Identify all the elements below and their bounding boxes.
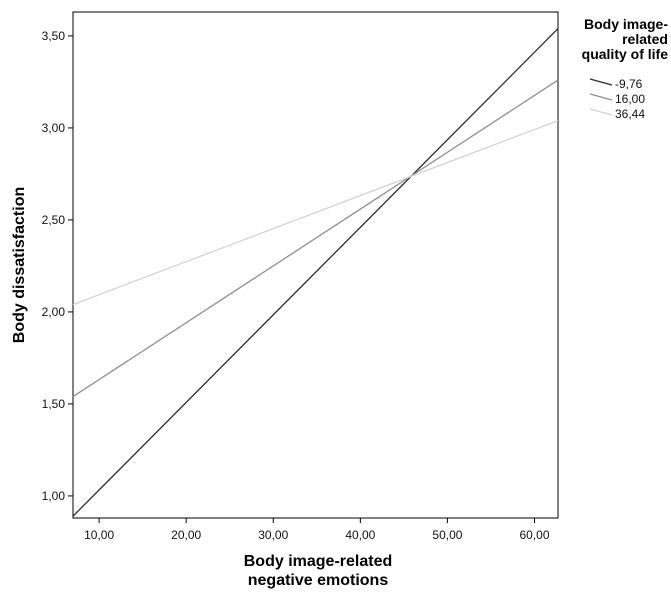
x-tick-label: 60,00 — [519, 528, 549, 542]
y-axis-title: Body dissatisfaction — [11, 187, 28, 343]
series-layer — [72, 28, 559, 517]
plot-frame — [72, 11, 559, 519]
y-axis: 1,00 1,50 2,00 2,50 3,00 3,50 — [42, 29, 73, 503]
legend: Body image- related quality of life -9,7… — [582, 16, 669, 121]
x-tick-label: 50,00 — [432, 528, 462, 542]
y-tick-label: 1,50 — [42, 397, 66, 411]
x-axis-title-line-2: negative emotions — [248, 572, 389, 589]
legend-label: 36,44 — [615, 107, 645, 121]
legend-label: 16,00 — [615, 92, 645, 106]
x-tick-label: 20,00 — [171, 528, 201, 542]
x-axis-title-line-1: Body image-related — [244, 553, 392, 570]
legend-label: -9,76 — [615, 77, 643, 91]
legend-swatch — [589, 108, 613, 116]
plot-area — [72, 11, 559, 519]
x-tick-label: 40,00 — [345, 528, 375, 542]
x-tick-label: 10,00 — [84, 528, 114, 542]
series-line — [72, 79, 559, 398]
y-tick-label: 2,00 — [42, 305, 66, 319]
x-axis: 10,00 20,00 30,00 40,00 50,00 60,00 — [84, 518, 550, 542]
y-tick-label: 1,00 — [42, 489, 66, 503]
series-line — [72, 28, 559, 517]
legend-title-line-2: related — [622, 31, 668, 47]
x-tick-label: 30,00 — [258, 528, 288, 542]
legend-title-line-3: quality of life — [582, 46, 669, 62]
y-tick-label: 3,50 — [42, 29, 66, 43]
legend-swatch — [589, 78, 613, 86]
legend-swatch — [589, 93, 613, 101]
y-tick-label: 3,00 — [42, 121, 66, 135]
y-tick-label: 2,50 — [42, 213, 66, 227]
legend-title-line-1: Body image- — [584, 16, 668, 32]
series-line — [72, 119, 559, 306]
